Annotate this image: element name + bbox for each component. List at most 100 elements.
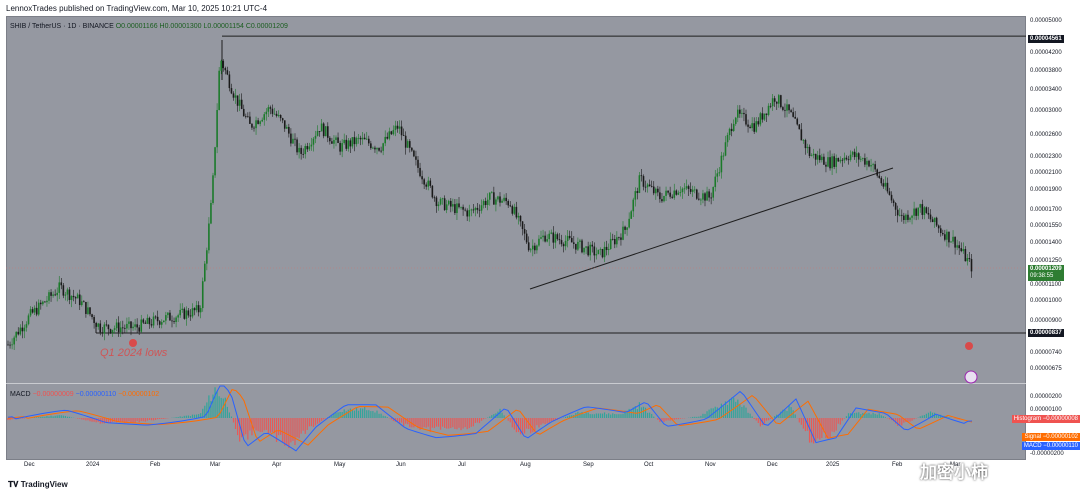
macd-histogram-bar — [880, 415, 882, 418]
candle-body — [845, 157, 848, 160]
time-axis[interactable]: Dec 2024 Feb Mar Apr May Jun Jul Aug Sep… — [6, 460, 1026, 472]
candle-body — [13, 337, 15, 345]
candle-body — [230, 88, 233, 94]
candle-body — [679, 192, 682, 193]
macd-histogram-bar — [638, 402, 640, 418]
candle-body — [394, 125, 397, 130]
macd-histogram-bar — [257, 418, 259, 432]
macd-histogram-bar — [550, 418, 552, 422]
macd-histogram-bar — [234, 418, 237, 430]
macd-histogram-bar — [290, 418, 292, 443]
tradingview-logo[interactable]: 𝐓𝐕 TradingView — [8, 480, 68, 490]
candle-body — [450, 200, 452, 207]
candle-body — [507, 201, 509, 206]
macd-histogram-bar — [405, 418, 407, 424]
macd-histogram-bar — [228, 412, 230, 418]
candle-body — [894, 203, 897, 210]
time-label: Jul — [458, 462, 466, 468]
candle-body — [255, 120, 257, 129]
candle-body — [9, 344, 11, 346]
candle-body — [650, 186, 653, 187]
candle-body — [860, 158, 862, 160]
macd-histogram-bar — [757, 418, 759, 424]
candle-body — [324, 126, 327, 137]
macd-histogram-bar — [474, 418, 476, 423]
macd-histogram-bar — [105, 418, 107, 423]
time-label: 2025 — [826, 462, 840, 468]
macd-histogram-bar — [759, 418, 761, 427]
macd-histogram-bar — [532, 418, 534, 433]
candle-body — [60, 282, 63, 286]
candle-body — [753, 123, 755, 132]
macd-histogram-bar — [444, 418, 446, 428]
candle-body — [595, 254, 598, 256]
candle-body — [204, 263, 206, 282]
macd-histogram-bar — [89, 418, 91, 422]
candle-body — [782, 107, 784, 110]
publisher-text: LennoxTrades published on TradingView.co… — [6, 4, 268, 13]
candle-body — [614, 239, 616, 245]
candle-body — [179, 309, 181, 316]
macd-histogram-bar — [798, 418, 800, 423]
candle-body — [716, 173, 719, 177]
candle-body — [855, 153, 858, 158]
candle-body — [452, 204, 454, 207]
candle-body — [745, 114, 747, 125]
chart-area[interactable] — [6, 16, 1026, 460]
pane-separator[interactable] — [6, 383, 1026, 384]
candle-body — [119, 327, 122, 333]
candle-body — [722, 155, 725, 157]
macd-histogram-bar — [286, 418, 288, 446]
candle-body — [411, 147, 413, 151]
macd-histogram-bar — [304, 418, 306, 434]
macd-legend-signal: −0.00000102 — [118, 391, 160, 398]
candle-body — [486, 199, 489, 205]
macd-histogram-bar — [640, 407, 643, 418]
price-label: 0.00001250 — [1030, 258, 1062, 264]
candle-body — [31, 309, 34, 313]
candle-body — [630, 211, 632, 219]
candle-body — [515, 206, 518, 218]
macd-histogram-bar — [42, 416, 44, 418]
macd-histogram-bar — [651, 413, 653, 418]
candle-body — [591, 244, 594, 247]
macd-histogram-bar — [745, 407, 747, 418]
candle-body — [413, 150, 415, 157]
macd-histogram-bar — [698, 416, 700, 418]
macd-histogram-bar — [21, 418, 23, 419]
macd-histogram-bar — [349, 408, 351, 418]
macd-histogram-bar — [413, 418, 415, 428]
macd-histogram-bar — [874, 413, 876, 418]
macd-histogram-bar — [310, 418, 312, 427]
macd-histogram-bar — [515, 418, 517, 433]
price-axis[interactable]: 0.00005000 0.00004561 0.00004200 0.00003… — [1011, 16, 1080, 460]
macd-histogram-bar — [860, 414, 862, 418]
macd-histogram-bar — [282, 418, 284, 443]
candle-body — [185, 310, 188, 319]
candle-body — [37, 302, 40, 315]
macd-histogram-bar — [425, 418, 427, 428]
candle-body — [189, 315, 192, 317]
macd-histogram-bar — [583, 413, 585, 418]
candle-body — [896, 209, 899, 216]
candle-body — [480, 205, 483, 211]
macd-histogram-bar — [237, 418, 239, 436]
time-label: Oct — [644, 462, 654, 468]
time-label: May — [334, 462, 346, 468]
candle-body — [554, 234, 557, 243]
macd-histogram-bar — [882, 416, 884, 418]
candle-body — [946, 231, 948, 240]
candle-body — [435, 197, 438, 207]
candle-body — [773, 98, 776, 102]
candle-body — [620, 237, 622, 240]
candle-body — [802, 140, 805, 141]
macd-histogram-bar — [343, 409, 345, 418]
candle-body — [937, 225, 940, 229]
macd-histogram-bar — [888, 418, 891, 420]
trendline — [529, 167, 894, 290]
candle-body — [696, 189, 698, 199]
candle-body — [872, 164, 874, 166]
candle-body — [201, 281, 204, 309]
macd-histogram-bar — [179, 416, 181, 418]
candle-body — [126, 323, 128, 329]
